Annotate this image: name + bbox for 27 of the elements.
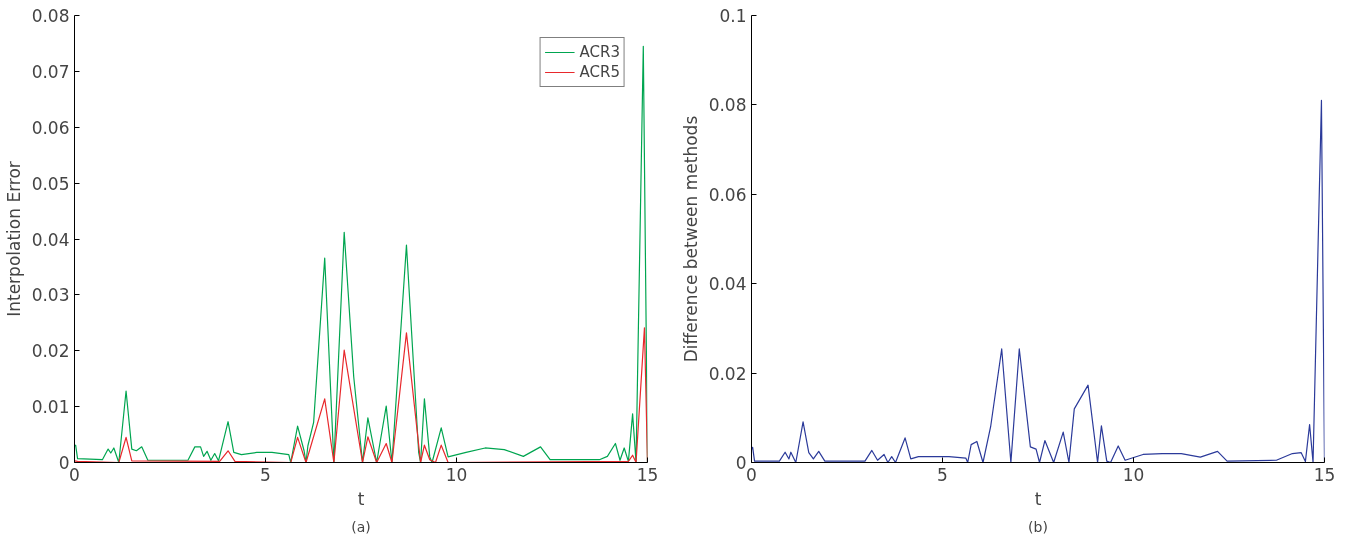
x-tick-label: 15 bbox=[1313, 464, 1336, 485]
x-tick-label: 10 bbox=[1122, 464, 1145, 485]
text: (a) bbox=[351, 518, 371, 535]
y-tick-label: 0.02 bbox=[31, 341, 70, 362]
y-axis-title: Interpolation Error bbox=[3, 161, 24, 317]
x-axis-title: t bbox=[1034, 488, 1042, 509]
x-tick-label: 10 bbox=[445, 464, 468, 485]
x-tick-label: 15 bbox=[636, 464, 659, 485]
y-tick-label: 0.08 bbox=[708, 95, 747, 116]
x-axis-title: t bbox=[357, 488, 365, 509]
y-axis-title: Difference between methods bbox=[680, 115, 701, 363]
y-tick-label: 0.04 bbox=[708, 274, 747, 295]
x-tick-label: 5 bbox=[937, 464, 948, 485]
text: (b) bbox=[1028, 518, 1048, 535]
y-tick-label: 0.06 bbox=[31, 117, 70, 138]
y-tick-label: 0.02 bbox=[708, 363, 747, 384]
y-tick-label: 0.06 bbox=[708, 184, 747, 205]
y-tick-label: 0.01 bbox=[31, 397, 70, 418]
legend-label: ACR5 bbox=[579, 63, 620, 81]
y-tick-label: 0.04 bbox=[31, 229, 70, 250]
y-tick-label: 0.1 bbox=[719, 6, 747, 26]
y-tick-label: 0.08 bbox=[31, 6, 70, 26]
x-tick-label: 5 bbox=[260, 464, 271, 485]
y-tick-label: 0.03 bbox=[31, 285, 70, 306]
y-tick-label: 0.05 bbox=[31, 173, 70, 194]
y-tick-label: 0.07 bbox=[31, 61, 70, 82]
legend-label: ACR3 bbox=[579, 43, 620, 61]
